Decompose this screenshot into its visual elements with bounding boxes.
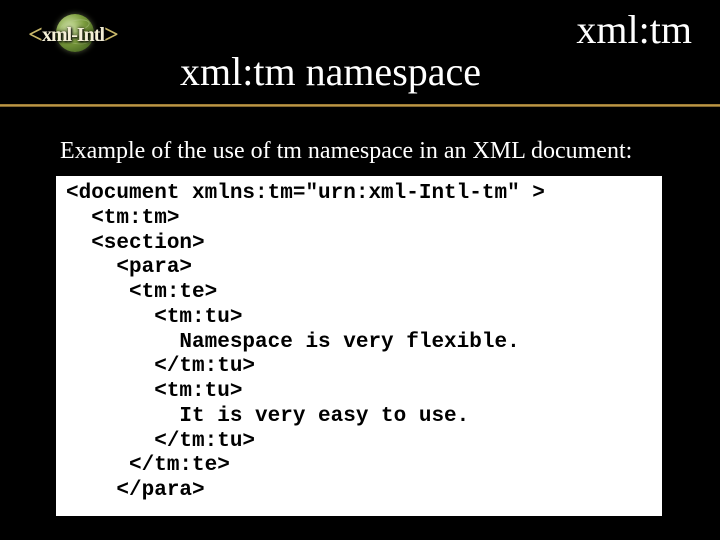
code-content: <document xmlns:tm="urn:xml-Intl-tm" > <… bbox=[66, 182, 652, 504]
divider bbox=[0, 104, 720, 107]
logo-bracket-close: > bbox=[104, 20, 118, 49]
page-title: xml:tm namespace bbox=[180, 48, 481, 95]
intro-text: Example of the use of tm namespace in an… bbox=[60, 138, 632, 165]
code-box: <document xmlns:tm="urn:xml-Intl-tm" > <… bbox=[56, 176, 662, 516]
logo-bracket-open: < bbox=[28, 20, 42, 49]
brand-logo: <xml-Intl> bbox=[8, 12, 138, 54]
logo-inner: <xml-Intl> bbox=[8, 12, 138, 54]
logo-label: xml-Intl bbox=[42, 24, 104, 46]
corner-title: xml:tm bbox=[576, 6, 692, 53]
logo-text: <xml-Intl> bbox=[8, 20, 138, 50]
